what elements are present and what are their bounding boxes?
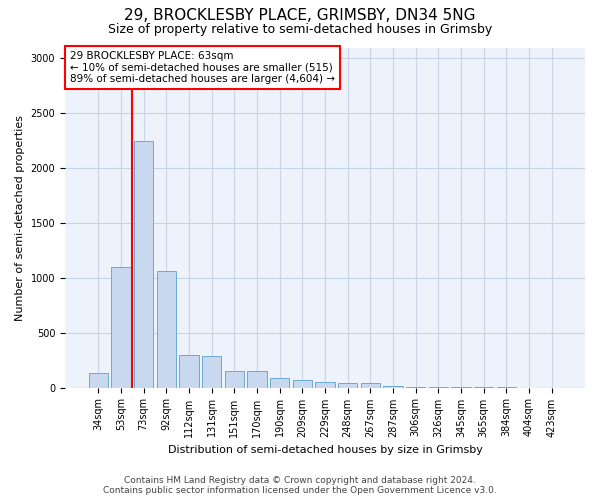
Bar [293, 380, 312, 388]
Text: Contains HM Land Registry data © Crown copyright and database right 2024.
Contai: Contains HM Land Registry data © Crown c… [103, 476, 497, 495]
Bar [134, 140, 153, 388]
Y-axis label: Number of semi-detached properties: Number of semi-detached properties [15, 114, 25, 320]
Bar [247, 370, 266, 388]
Text: Size of property relative to semi-detached houses in Grimsby: Size of property relative to semi-detach… [108, 22, 492, 36]
Bar [383, 386, 403, 388]
Text: 29 BROCKLESBY PLACE: 63sqm
← 10% of semi-detached houses are smaller (515)
89% o: 29 BROCKLESBY PLACE: 63sqm ← 10% of semi… [70, 51, 335, 84]
Bar [89, 374, 108, 388]
Bar [316, 382, 335, 388]
Bar [179, 355, 199, 388]
Bar [361, 383, 380, 388]
Bar [157, 272, 176, 388]
Bar [224, 370, 244, 388]
Bar [112, 267, 131, 388]
Text: 29, BROCKLESBY PLACE, GRIMSBY, DN34 5NG: 29, BROCKLESBY PLACE, GRIMSBY, DN34 5NG [124, 8, 476, 22]
Bar [338, 382, 358, 388]
Bar [270, 378, 289, 388]
X-axis label: Distribution of semi-detached houses by size in Grimsby: Distribution of semi-detached houses by … [167, 445, 482, 455]
Bar [406, 387, 425, 388]
Bar [202, 356, 221, 388]
